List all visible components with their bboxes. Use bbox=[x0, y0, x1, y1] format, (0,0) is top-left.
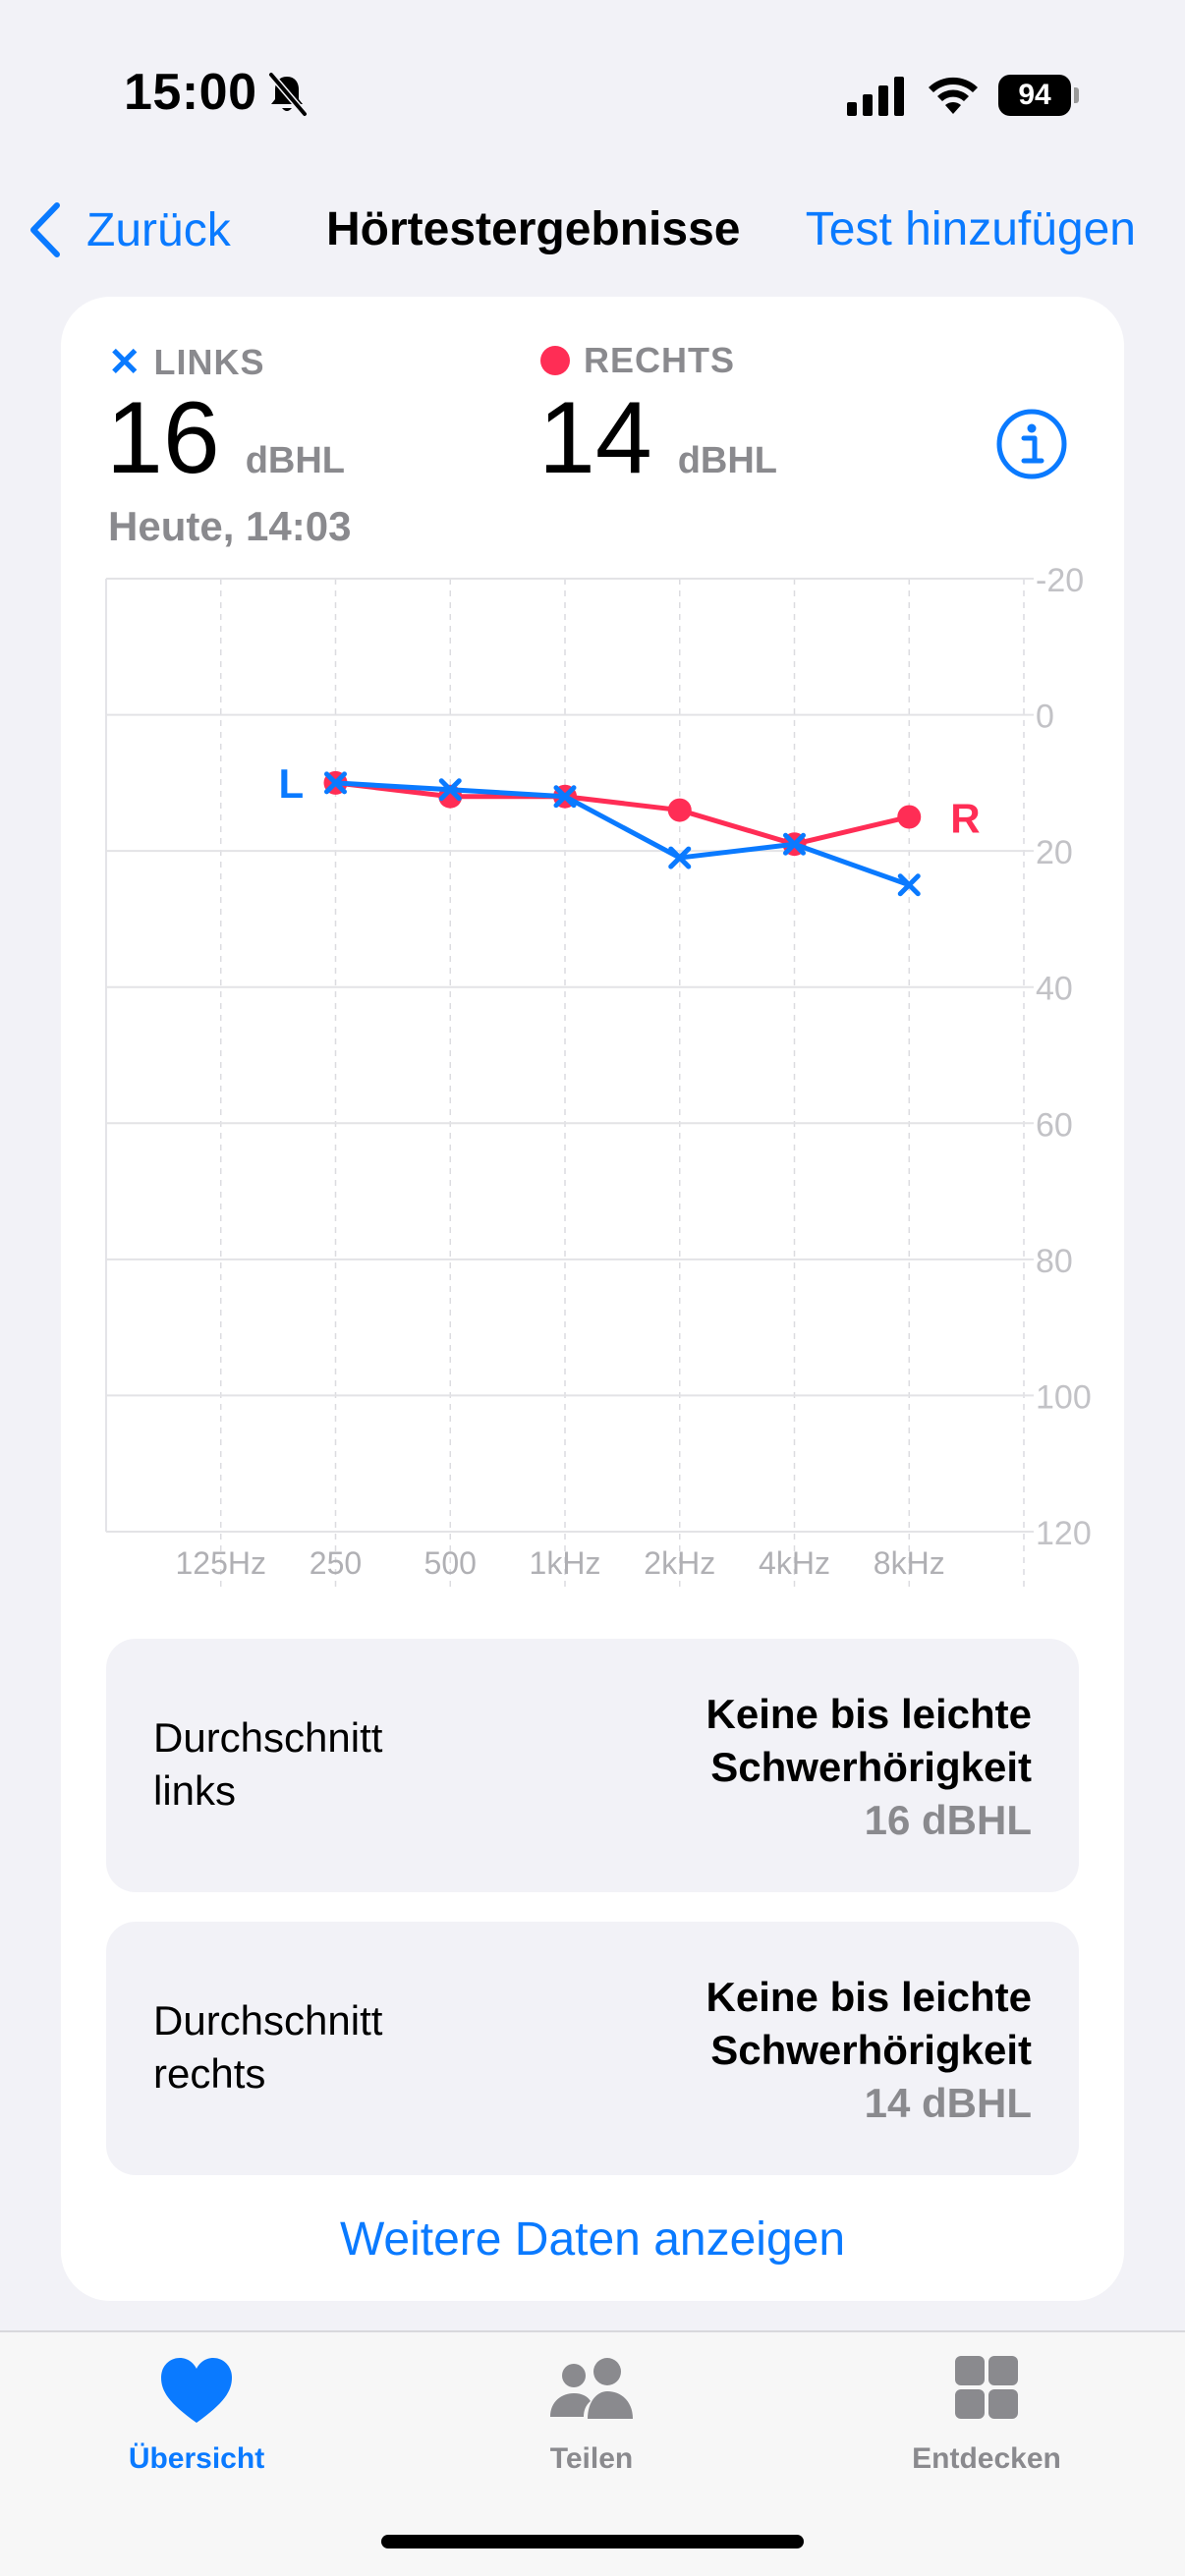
summary-right-result: Keine bis leichte Schwerhörigkeit 14 dBH… bbox=[639, 1971, 1032, 2130]
tab-share-label: Teilen bbox=[549, 2442, 634, 2475]
x-tick-label: 500 bbox=[424, 1545, 477, 1581]
status-time: 15:00 bbox=[124, 64, 257, 121]
left-ear-value: 16 dBHL bbox=[106, 387, 345, 489]
right-ear-dot-icon bbox=[540, 346, 570, 375]
y-tick-label: 120 bbox=[1036, 1515, 1092, 1552]
tab-discover-label: Entdecken bbox=[912, 2442, 1061, 2475]
data-point-left bbox=[438, 778, 462, 802]
tab-share[interactable]: Teilen bbox=[444, 2350, 739, 2476]
people-icon bbox=[550, 2358, 633, 2419]
summary-left-value: 16 dBHL bbox=[864, 1797, 1032, 1843]
y-tick-label: 20 bbox=[1036, 834, 1073, 871]
x-tick-label: 2kHz bbox=[644, 1545, 715, 1581]
battery-level: 94 bbox=[998, 75, 1071, 116]
left-ear-label: LINKS bbox=[153, 342, 265, 382]
left-ear-header: ✕ LINKS bbox=[108, 340, 265, 385]
hearing-results-card: ✕ LINKS RECHTS 16 dBHL 14 dBHL Heute, 14… bbox=[61, 297, 1124, 2301]
data-point-right bbox=[667, 798, 692, 822]
left-ear-number: 16 bbox=[106, 381, 220, 495]
summary-left: Durchschnitt links Keine bis leichte Sch… bbox=[106, 1639, 1079, 1892]
right-ear-value: 14 dBHL bbox=[538, 387, 777, 489]
page-title: Hörtestergebnisse bbox=[326, 203, 741, 255]
back-button[interactable]: Zurück bbox=[28, 200, 231, 259]
x-tick-label: 1kHz bbox=[530, 1545, 601, 1581]
summary-right-value: 14 dBHL bbox=[864, 2080, 1032, 2126]
add-test-button[interactable]: Test hinzufügen bbox=[805, 203, 1136, 255]
bell-muted-icon bbox=[268, 72, 308, 117]
right-ear-unit: dBHL bbox=[677, 440, 777, 481]
summary-left-label: Durchschnitt links bbox=[153, 1714, 383, 1814]
x-tick-label: 125Hz bbox=[176, 1545, 267, 1581]
series-line-l bbox=[335, 780, 911, 888]
home-indicator bbox=[381, 2535, 804, 2548]
y-tick-label: 40 bbox=[1036, 971, 1073, 1008]
chevron-left-icon bbox=[30, 202, 60, 257]
cellular-signal-icon bbox=[847, 77, 904, 116]
status-bar: 15:00 94 bbox=[0, 0, 1185, 147]
data-point-left bbox=[324, 771, 347, 795]
right-ear-label: RECHTS bbox=[584, 340, 736, 380]
y-tick-label: 0 bbox=[1036, 699, 1054, 736]
series-label-right: R bbox=[950, 796, 980, 842]
show-more-data-link[interactable]: Weitere Daten anzeigen bbox=[339, 2213, 846, 2266]
navigation-bar: Zurück Hörtestergebnisse Test hinzufügen bbox=[0, 187, 1185, 275]
y-tick-label: 60 bbox=[1036, 1106, 1073, 1144]
summary-right-classification: Keine bis leichte Schwerhörigkeit bbox=[705, 1974, 1032, 2073]
data-point-left bbox=[783, 832, 806, 856]
heart-icon bbox=[161, 2358, 232, 2423]
test-date: Heute, 14:03 bbox=[108, 503, 352, 549]
tab-overview[interactable]: Übersicht bbox=[49, 2350, 344, 2476]
battery-cap bbox=[1074, 87, 1079, 103]
y-tick-label: 80 bbox=[1036, 1243, 1073, 1280]
summary-right: Durchschnitt rechts Keine bis leichte Sc… bbox=[106, 1922, 1079, 2175]
data-point-left bbox=[897, 873, 921, 897]
y-tick-label: 100 bbox=[1036, 1378, 1092, 1416]
summary-left-result: Keine bis leichte Schwerhörigkeit 16 dBH… bbox=[639, 1688, 1032, 1847]
right-ear-header: RECHTS bbox=[540, 340, 735, 381]
data-point-right bbox=[897, 805, 922, 829]
x-tick-label: 4kHz bbox=[759, 1545, 830, 1581]
wifi-icon bbox=[929, 77, 978, 114]
data-point-left bbox=[553, 785, 577, 809]
y-tick-label: -20 bbox=[1036, 562, 1084, 599]
tab-discover[interactable]: Entdecken bbox=[839, 2350, 1134, 2476]
info-icon[interactable] bbox=[994, 407, 1069, 481]
left-ear-x-icon: ✕ bbox=[108, 341, 142, 384]
audiogram-chart: -20 0 20 40 60 80 100 120 125Hz 250 500 1kHz 2kHz 4kH… bbox=[105, 562, 1092, 1592]
summary-left-classification: Keine bis leichte Schwerhörigkeit bbox=[705, 1691, 1032, 1790]
series-line-r bbox=[335, 780, 910, 847]
back-label: Zurück bbox=[86, 203, 231, 256]
battery-icon: 94 bbox=[998, 75, 1079, 116]
left-ear-unit: dBHL bbox=[245, 440, 345, 481]
series-label-left: L bbox=[279, 760, 305, 807]
data-point-left bbox=[668, 846, 692, 869]
x-tick-label: 8kHz bbox=[874, 1545, 945, 1581]
summary-right-label: Durchschnitt rechts bbox=[153, 1997, 383, 2097]
tab-overview-label: Übersicht bbox=[128, 2442, 265, 2475]
x-tick-label: 250 bbox=[310, 1545, 362, 1581]
grid-icon bbox=[955, 2356, 1018, 2419]
right-ear-number: 14 bbox=[538, 381, 652, 495]
